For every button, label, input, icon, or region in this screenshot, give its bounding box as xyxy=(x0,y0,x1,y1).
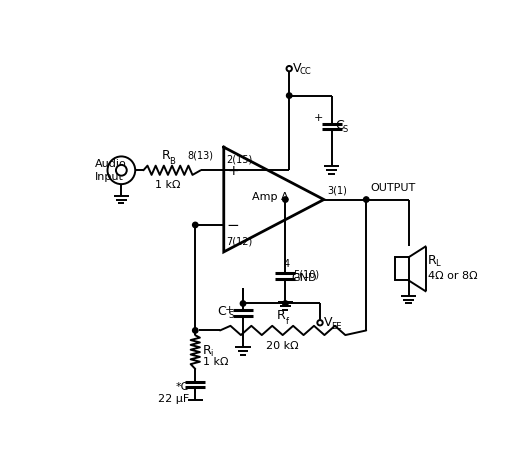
Circle shape xyxy=(283,301,288,307)
Text: 1 kΩ: 1 kΩ xyxy=(203,356,229,366)
Text: Audio: Audio xyxy=(95,159,126,169)
Text: R: R xyxy=(277,308,285,322)
Text: Amp A: Amp A xyxy=(252,191,288,201)
Text: f: f xyxy=(286,316,289,325)
Text: Input: Input xyxy=(95,172,123,182)
Circle shape xyxy=(363,198,369,203)
Text: S: S xyxy=(229,310,234,319)
Circle shape xyxy=(116,166,127,176)
Circle shape xyxy=(108,157,135,185)
Circle shape xyxy=(192,328,198,333)
Text: L: L xyxy=(435,258,439,267)
Text: 4: 4 xyxy=(283,258,289,268)
Text: OUTPUT: OUTPUT xyxy=(370,183,415,193)
Text: i: i xyxy=(193,385,195,394)
Circle shape xyxy=(283,198,288,203)
Text: *C: *C xyxy=(176,381,189,391)
Text: 4Ω or 8Ω: 4Ω or 8Ω xyxy=(428,271,477,281)
Circle shape xyxy=(192,223,198,228)
Circle shape xyxy=(286,94,292,99)
Text: CC: CC xyxy=(300,67,312,76)
Text: 20 kΩ: 20 kΩ xyxy=(266,340,299,350)
Circle shape xyxy=(240,301,246,307)
Text: EE: EE xyxy=(331,321,341,330)
Bar xyxy=(394,258,408,281)
Text: 7(12): 7(12) xyxy=(226,236,252,246)
Text: +: + xyxy=(314,113,323,123)
Text: R: R xyxy=(203,343,212,356)
Circle shape xyxy=(317,320,323,326)
Text: +: + xyxy=(225,304,235,315)
Text: 22 μF: 22 μF xyxy=(158,393,189,403)
Text: V: V xyxy=(293,61,301,74)
Text: C: C xyxy=(336,119,344,132)
Text: +: + xyxy=(227,164,239,178)
Text: −: − xyxy=(226,218,239,233)
Text: 1 kΩ: 1 kΩ xyxy=(155,179,181,189)
Text: R: R xyxy=(162,149,171,161)
Circle shape xyxy=(286,67,292,72)
Text: V: V xyxy=(324,315,332,328)
Text: 8(13): 8(13) xyxy=(188,150,214,160)
Text: 5(10): 5(10) xyxy=(293,269,319,279)
Text: S: S xyxy=(342,125,347,134)
Text: 2(15): 2(15) xyxy=(226,154,252,164)
Text: GND: GND xyxy=(292,272,317,282)
Text: C: C xyxy=(217,304,226,317)
Text: B: B xyxy=(170,156,175,166)
Text: i: i xyxy=(210,349,212,358)
Text: R: R xyxy=(428,253,436,267)
Text: 3(1): 3(1) xyxy=(327,185,347,195)
